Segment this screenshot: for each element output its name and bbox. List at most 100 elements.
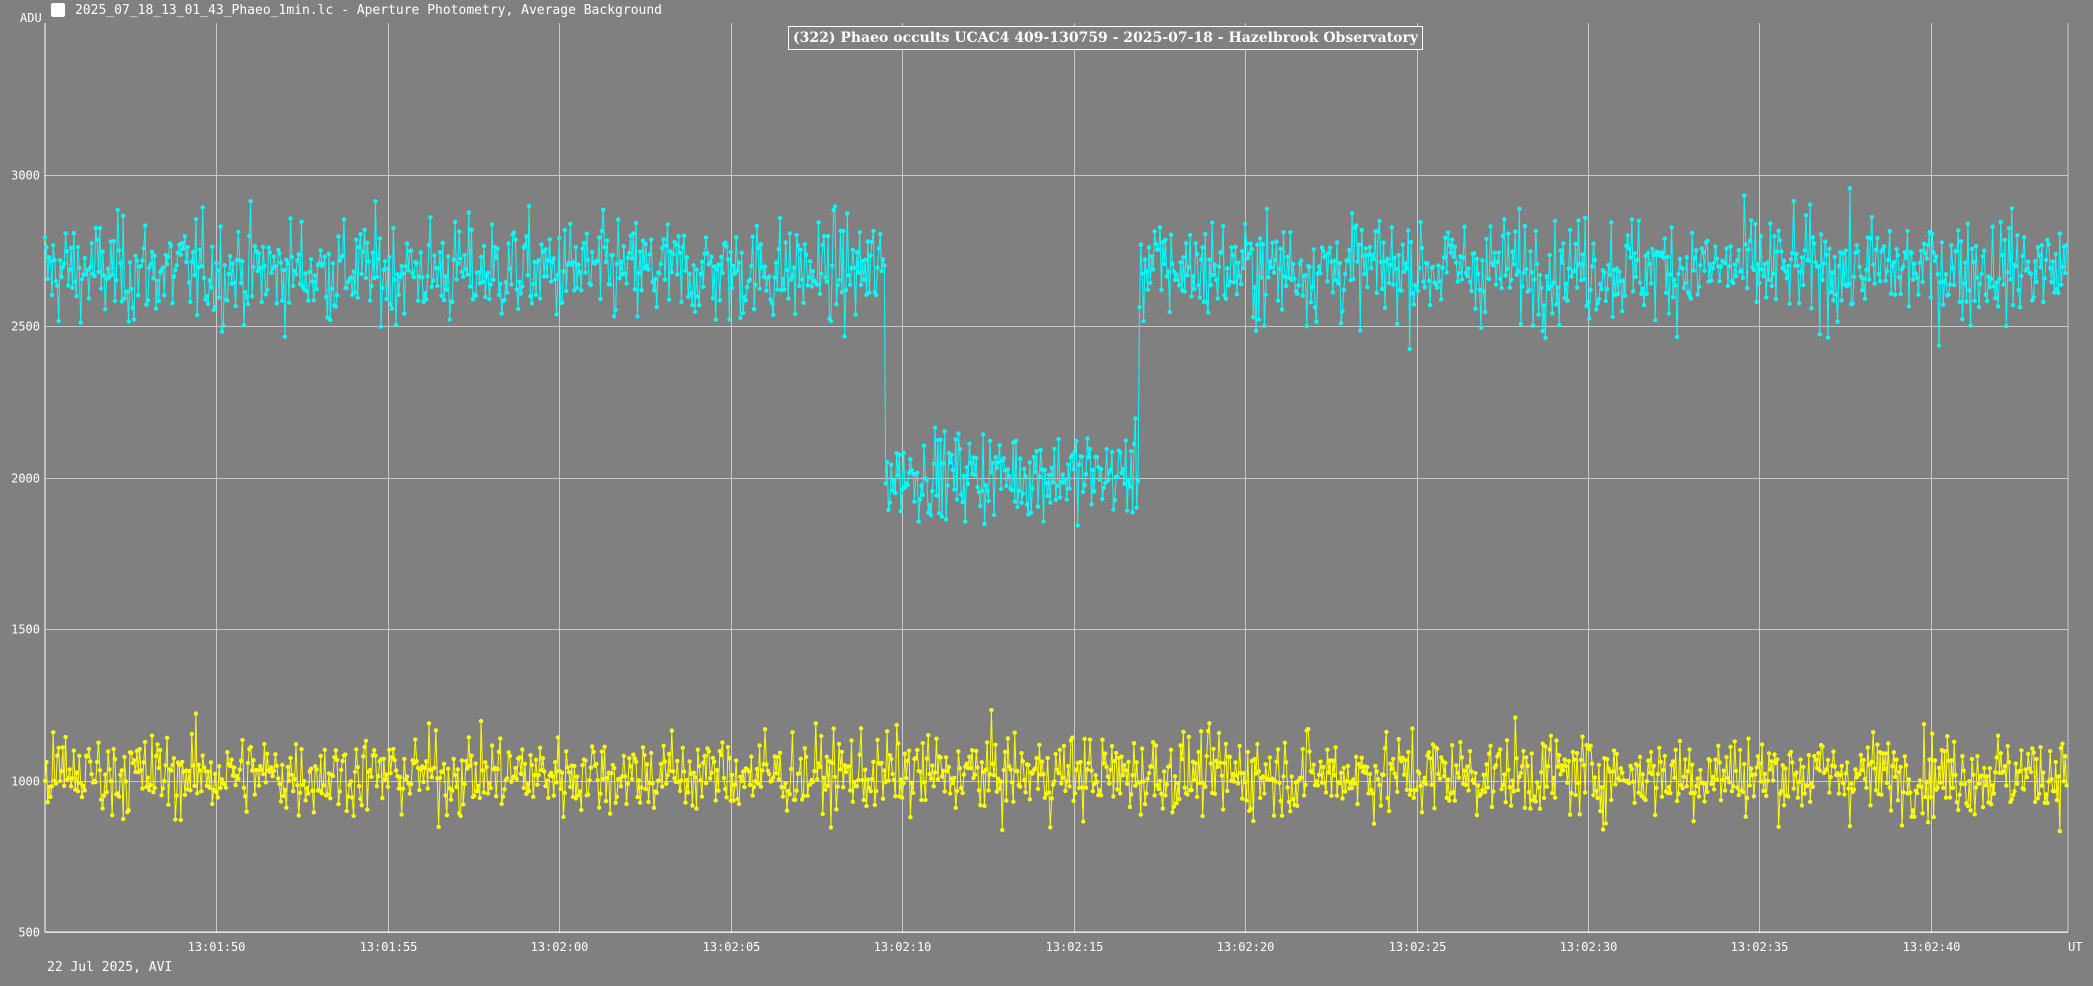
data-point <box>1422 775 1428 780</box>
data-point <box>839 289 845 295</box>
data-point <box>1775 757 1780 762</box>
data-point <box>365 807 370 812</box>
x-tick-label: 13:02:25 <box>1389 940 1447 954</box>
data-point <box>421 779 426 785</box>
data-point <box>2031 295 2036 300</box>
data-point <box>240 259 245 264</box>
data-point <box>1196 749 1201 755</box>
data-point <box>713 317 718 322</box>
data-point <box>1428 302 1433 308</box>
data-point <box>1725 775 1731 781</box>
data-point <box>610 252 615 258</box>
data-point <box>963 519 968 524</box>
data-point <box>108 778 114 784</box>
data-point <box>987 772 993 777</box>
chart-title: (322) Phaeo occults UCAC4 409-130759 - 2… <box>788 26 1424 50</box>
data-point <box>1455 279 1460 284</box>
data-point <box>1129 792 1134 797</box>
data-point <box>1018 456 1023 461</box>
data-point <box>1167 309 1172 315</box>
data-point <box>285 764 290 770</box>
data-point <box>1407 346 1412 352</box>
data-point <box>854 784 860 789</box>
data-point <box>1776 228 1781 233</box>
data-point <box>989 707 994 713</box>
data-point <box>180 241 185 246</box>
data-point <box>644 762 650 767</box>
data-point <box>1500 234 1506 239</box>
data-point <box>808 259 813 264</box>
data-point <box>452 219 458 225</box>
data-point <box>1310 284 1315 290</box>
data-point <box>2043 257 2049 263</box>
data-point <box>1016 488 1021 493</box>
data-point <box>137 747 142 752</box>
data-point <box>636 778 642 783</box>
x-tick-label: 13:02:30 <box>1560 940 1618 954</box>
data-point <box>1089 502 1094 507</box>
data-point <box>1743 814 1748 819</box>
data-point <box>82 255 88 261</box>
data-point <box>2038 265 2043 270</box>
data-point <box>623 774 628 779</box>
data-point <box>1519 284 1525 289</box>
data-point <box>1233 244 1238 249</box>
data-point <box>1083 785 1089 790</box>
data-point <box>1836 264 1842 269</box>
data-point <box>518 771 524 776</box>
data-point <box>1537 806 1543 811</box>
data-point <box>1808 799 1813 804</box>
data-point <box>902 751 908 756</box>
data-point <box>531 282 536 287</box>
data-point <box>306 298 311 303</box>
data-point <box>1459 755 1465 760</box>
data-point <box>317 788 322 793</box>
data-point <box>573 244 578 250</box>
data-point <box>603 259 609 265</box>
data-point <box>980 432 986 437</box>
data-point <box>1653 317 1658 323</box>
data-point <box>74 770 79 775</box>
data-point <box>496 749 502 754</box>
data-point <box>56 318 61 324</box>
data-point <box>1020 491 1026 496</box>
data-point <box>1467 279 1473 285</box>
data-point <box>617 276 622 281</box>
data-point <box>720 740 725 745</box>
data-point <box>337 789 343 794</box>
data-point <box>724 795 729 800</box>
data-point <box>1234 773 1240 778</box>
data-point <box>1701 250 1706 255</box>
data-point <box>118 260 123 266</box>
data-point <box>1203 784 1208 789</box>
data-point <box>1192 286 1197 292</box>
data-point <box>1650 246 1655 252</box>
data-point <box>1186 734 1192 739</box>
data-point <box>439 293 444 299</box>
data-point <box>430 278 436 283</box>
data-point <box>1993 770 1998 775</box>
data-point <box>1710 774 1716 780</box>
data-point <box>1403 758 1408 763</box>
data-point <box>920 740 925 746</box>
data-point <box>1367 244 1373 250</box>
data-point <box>2032 799 2038 805</box>
data-point <box>429 775 434 780</box>
data-point <box>1304 323 1310 329</box>
data-point <box>780 276 786 281</box>
data-point <box>1408 788 1414 793</box>
data-point <box>105 749 111 754</box>
data-point <box>1355 259 1360 264</box>
y-axis-label: ADU <box>20 11 42 25</box>
data-point <box>529 301 535 306</box>
data-point <box>787 231 792 236</box>
data-point <box>1496 250 1502 255</box>
data-point <box>79 794 85 800</box>
data-point <box>768 297 773 302</box>
data-point <box>1363 770 1369 776</box>
data-point <box>1766 751 1772 756</box>
data-point <box>1155 783 1160 788</box>
data-point <box>1345 763 1351 769</box>
data-point <box>363 275 369 281</box>
data-point <box>1521 748 1526 754</box>
